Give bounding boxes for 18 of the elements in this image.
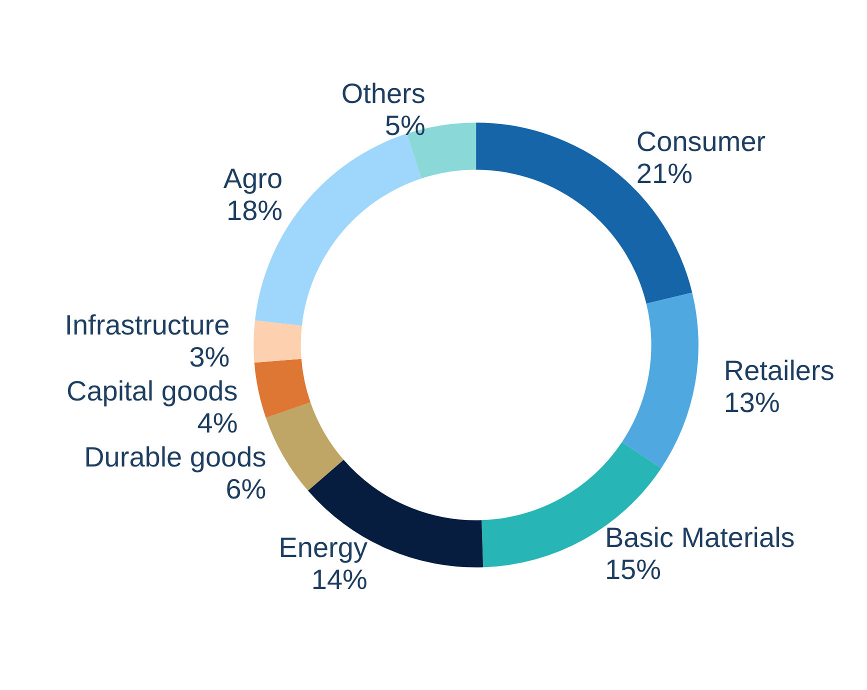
slice-label: Others — [341, 78, 426, 110]
data-label: 15% — [604, 554, 662, 585]
data-label: 3% — [189, 342, 230, 373]
slice-label: Basic Materials — [604, 522, 795, 553]
data-label: 5% — [384, 110, 426, 142]
slice-label: Infrastructure — [64, 310, 230, 341]
data-label: 13% — [724, 386, 780, 418]
data-label: 18% — [226, 195, 283, 226]
data-label: 14% — [311, 564, 368, 595]
data-label: 4% — [197, 408, 238, 439]
data-label: 6% — [226, 474, 266, 505]
slice-label: Durable goods — [84, 442, 266, 473]
data-label: 21% — [636, 158, 692, 190]
slice-label: Consumer — [636, 126, 766, 158]
slice-label: Retailers — [724, 354, 834, 386]
slice-label: Agro — [223, 163, 283, 194]
slice-label: Energy — [278, 532, 368, 563]
slice-label: Capital goods — [66, 376, 238, 407]
